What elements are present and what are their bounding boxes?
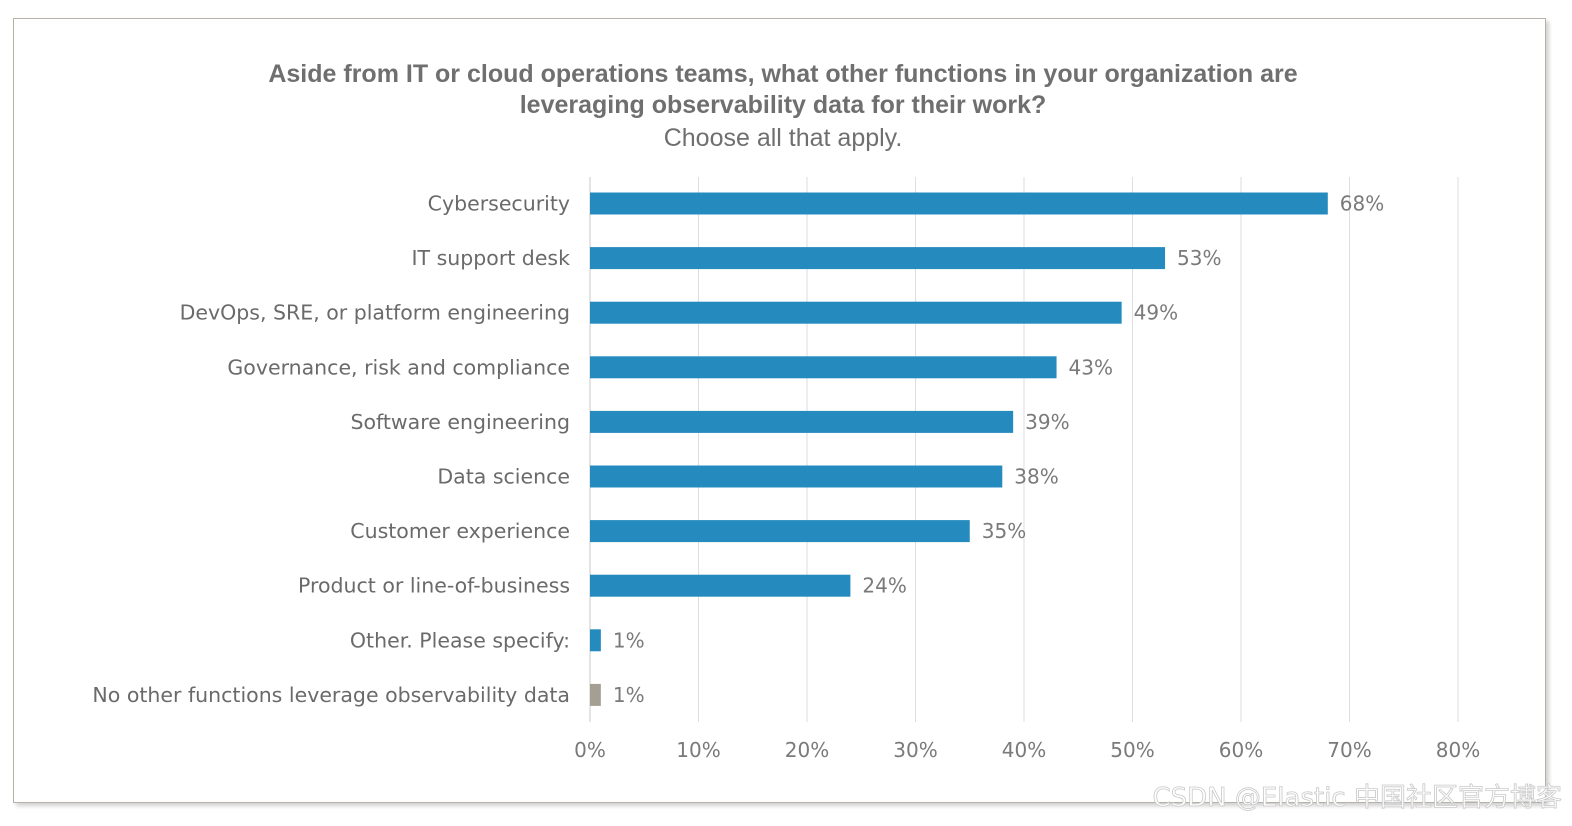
data-label: 35%	[982, 519, 1026, 543]
bar	[590, 301, 1122, 324]
bar	[590, 192, 1328, 215]
x-tick-label: 40%	[1002, 738, 1046, 762]
data-label: 1%	[613, 628, 645, 652]
x-tick-label: 60%	[1219, 738, 1263, 762]
category-label: Governance, risk and compliance	[227, 355, 570, 379]
x-tick-label: 80%	[1436, 738, 1480, 762]
chart-title-line-1: Aside from IT or cloud operations teams,…	[268, 60, 1297, 88]
chart-title-line-2: leveraging observability data for their …	[520, 91, 1047, 119]
x-tick-label: 70%	[1327, 738, 1371, 762]
data-label: 39%	[1025, 410, 1069, 434]
x-axis-ticks: 0% 10% 20% 30% 40% 50% 60% 70% 80%	[574, 738, 1480, 762]
x-tick-label: 20%	[785, 738, 829, 762]
category-label: Software engineering	[350, 410, 570, 434]
category-label: Data science	[437, 465, 570, 489]
data-label: 49%	[1134, 301, 1178, 325]
x-tick-label: 50%	[1110, 738, 1154, 762]
chart-frame	[13, 18, 1546, 803]
bar	[590, 247, 1166, 270]
chart-subtitle: Choose all that apply.	[664, 124, 903, 152]
watermark: CSDN @Elastic 中国社区官方博客	[1152, 783, 1562, 813]
category-label: No other functions leverage observabilit…	[92, 683, 570, 707]
bar	[590, 683, 601, 706]
bar	[590, 356, 1057, 379]
bar	[590, 465, 1003, 488]
bar	[590, 410, 1014, 433]
category-label: Customer experience	[350, 519, 570, 543]
bar	[590, 520, 970, 543]
bar	[590, 629, 601, 652]
category-labels: Cybersecurity IT support desk DevOps, SRE,…	[92, 192, 570, 707]
data-label: 1%	[613, 683, 645, 707]
category-label: DevOps, SRE, or platform engineering	[180, 301, 570, 325]
data-label: 38%	[1014, 465, 1058, 489]
chart-title: Aside from IT or cloud operations teams,…	[268, 60, 1297, 152]
bar	[590, 574, 851, 597]
data-label: 24%	[862, 574, 906, 598]
x-tick-label: 0%	[574, 738, 606, 762]
category-label: IT support desk	[412, 246, 571, 270]
data-label: 53%	[1177, 246, 1221, 270]
value-labels: 68% 53% 49% 43% 39% 38% 35% 24% 1% 1%	[613, 192, 1384, 707]
x-tick-label: 30%	[893, 738, 937, 762]
category-label: Other. Please specify:	[350, 628, 570, 652]
category-label: Product or line-of-business	[298, 574, 570, 598]
data-label: 68%	[1340, 192, 1384, 216]
data-label: 43%	[1069, 355, 1113, 379]
x-tick-label: 10%	[676, 738, 720, 762]
bars	[590, 192, 1328, 706]
category-label: Cybersecurity	[428, 192, 570, 216]
